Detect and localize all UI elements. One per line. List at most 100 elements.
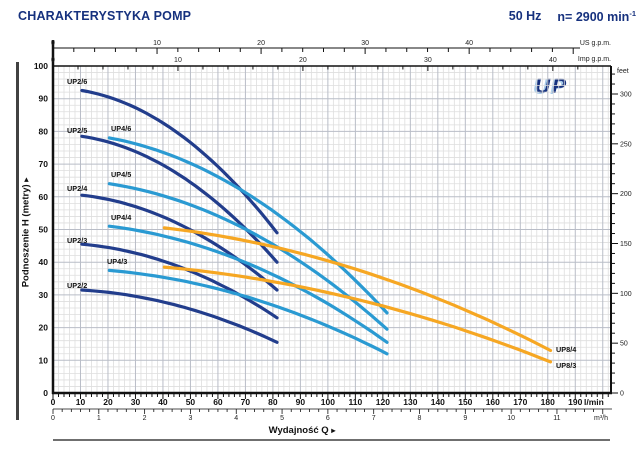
svg-text:20: 20 xyxy=(257,40,265,47)
svg-text:6: 6 xyxy=(326,415,330,422)
frequency-label: 50 Hz xyxy=(508,9,542,23)
speed-exponent: -1 xyxy=(629,9,636,18)
svg-text:130: 130 xyxy=(403,397,417,407)
svg-text:90: 90 xyxy=(39,94,49,104)
curve-labels: UP2/6 UP2/5 UP2/4 UP2/3 UP2/2 UP4/6 UP4/5 UP4/4… xyxy=(67,77,577,370)
axis-feet: 0 50 100 150 200 250 300 feet xyxy=(611,68,632,398)
svg-text:UP4/3: UP4/3 xyxy=(107,257,127,266)
svg-text:150: 150 xyxy=(620,241,632,248)
svg-text:30: 30 xyxy=(361,40,369,47)
svg-text:120: 120 xyxy=(376,397,390,407)
curve-UP8/3 xyxy=(162,265,553,364)
svg-text:0: 0 xyxy=(43,388,48,398)
svg-text:UP2/6: UP2/6 xyxy=(67,77,87,86)
svg-text:l/min: l/min xyxy=(584,397,604,407)
svg-text:30: 30 xyxy=(39,290,49,300)
svg-text:UP2/5: UP2/5 xyxy=(67,126,87,135)
svg-text:20: 20 xyxy=(39,323,49,333)
curve-UP4/4 xyxy=(107,224,389,344)
svg-text:2: 2 xyxy=(143,415,147,422)
axis-lmin: 0 10 20 30 40 50 60 70 80 90 100 110 120 130 140 150 160… xyxy=(51,393,609,407)
right-arrow-glyph: ▸ xyxy=(331,426,336,435)
plot-borders xyxy=(51,40,612,395)
svg-text:80: 80 xyxy=(268,397,278,407)
curve-UP4/6 xyxy=(107,136,389,315)
svg-text:UP8/4: UP8/4 xyxy=(556,345,577,354)
curve-UP2/2 xyxy=(80,288,279,344)
svg-text:100: 100 xyxy=(321,397,335,407)
left-border-bar xyxy=(16,62,19,420)
axis-m3h: 0 1 2 3 4 5 6 7 8 9 10 11 m³/h xyxy=(51,408,612,422)
svg-text:0: 0 xyxy=(51,40,55,47)
svg-text:70: 70 xyxy=(241,397,251,407)
svg-text:4: 4 xyxy=(234,415,238,422)
svg-text:80: 80 xyxy=(39,126,49,136)
svg-text:60: 60 xyxy=(213,397,223,407)
curve-UP4/5 xyxy=(107,182,389,331)
svg-text:140: 140 xyxy=(431,397,445,407)
grid-major xyxy=(53,66,611,393)
svg-text:US g.p.m.: US g.p.m. xyxy=(580,40,611,47)
svg-text:UP8/3: UP8/3 xyxy=(556,361,576,370)
svg-text:60: 60 xyxy=(39,192,49,202)
svg-text:UP2/2: UP2/2 xyxy=(67,281,87,290)
svg-text:40: 40 xyxy=(158,397,168,407)
svg-text:0: 0 xyxy=(51,57,55,64)
svg-text:0: 0 xyxy=(51,397,56,407)
svg-text:50: 50 xyxy=(620,341,628,348)
svg-text:Imp g.p.m.: Imp g.p.m. xyxy=(578,56,611,63)
svg-text:160: 160 xyxy=(486,397,500,407)
svg-text:10: 10 xyxy=(39,355,49,365)
svg-text:feet: feet xyxy=(617,68,629,75)
svg-text:8: 8 xyxy=(418,415,422,422)
curve-UP4/3 xyxy=(107,268,389,356)
svg-text:170: 170 xyxy=(513,397,527,407)
svg-text:40: 40 xyxy=(549,57,557,64)
axis-imp-gpm: 0 10 20 30 40 Imp g.p.m. xyxy=(51,56,611,71)
svg-text:50: 50 xyxy=(186,397,196,407)
x-axis-title: Wydajność Q ▸ xyxy=(268,425,336,436)
svg-text:5: 5 xyxy=(280,415,284,422)
svg-text:150: 150 xyxy=(458,397,472,407)
svg-text:7: 7 xyxy=(372,415,376,422)
svg-text:110: 110 xyxy=(349,397,363,407)
svg-text:10: 10 xyxy=(76,397,86,407)
curve-UP2/4 xyxy=(80,193,279,292)
axis-metres: 0 10 20 30 40 50 60 70 80 90 100 xyxy=(34,61,48,398)
svg-text:200: 200 xyxy=(620,191,632,198)
axis-us-gpm: 0 10 20 30 40 US g.p.m. xyxy=(51,40,611,54)
svg-text:300: 300 xyxy=(620,91,632,98)
svg-text:40: 40 xyxy=(465,40,473,47)
page-title: CHARAKTERYSTYKA POMP xyxy=(18,9,192,23)
svg-text:40: 40 xyxy=(39,257,49,267)
svg-text:10: 10 xyxy=(507,415,515,422)
svg-text:0: 0 xyxy=(620,391,624,398)
svg-text:180: 180 xyxy=(541,397,555,407)
svg-text:250: 250 xyxy=(620,141,632,148)
svg-text:190: 190 xyxy=(568,397,582,407)
svg-text:100: 100 xyxy=(34,61,48,71)
svg-text:3: 3 xyxy=(188,415,192,422)
svg-text:UP4/4: UP4/4 xyxy=(111,213,132,222)
svg-text:70: 70 xyxy=(39,159,49,169)
svg-text:m³/h: m³/h xyxy=(594,415,608,422)
svg-text:10: 10 xyxy=(174,57,182,64)
svg-text:100: 100 xyxy=(620,291,632,298)
svg-text:50: 50 xyxy=(39,225,49,235)
svg-text:30: 30 xyxy=(424,57,432,64)
speed-label: n= 2900 min-1 xyxy=(557,9,636,25)
header-right: 50 Hz n= 2900 min-1 xyxy=(509,9,636,24)
svg-text:0: 0 xyxy=(51,415,55,422)
svg-text:UP4/6: UP4/6 xyxy=(111,124,131,133)
svg-text:10: 10 xyxy=(153,40,161,47)
bottom-rule xyxy=(53,439,610,442)
pump-curves xyxy=(80,88,553,364)
svg-text:UP2/4: UP2/4 xyxy=(67,184,88,193)
svg-text:90: 90 xyxy=(296,397,306,407)
svg-text:20: 20 xyxy=(103,397,113,407)
svg-text:30: 30 xyxy=(131,397,141,407)
svg-text:9: 9 xyxy=(463,415,467,422)
curve-UP8/4 xyxy=(162,226,553,353)
